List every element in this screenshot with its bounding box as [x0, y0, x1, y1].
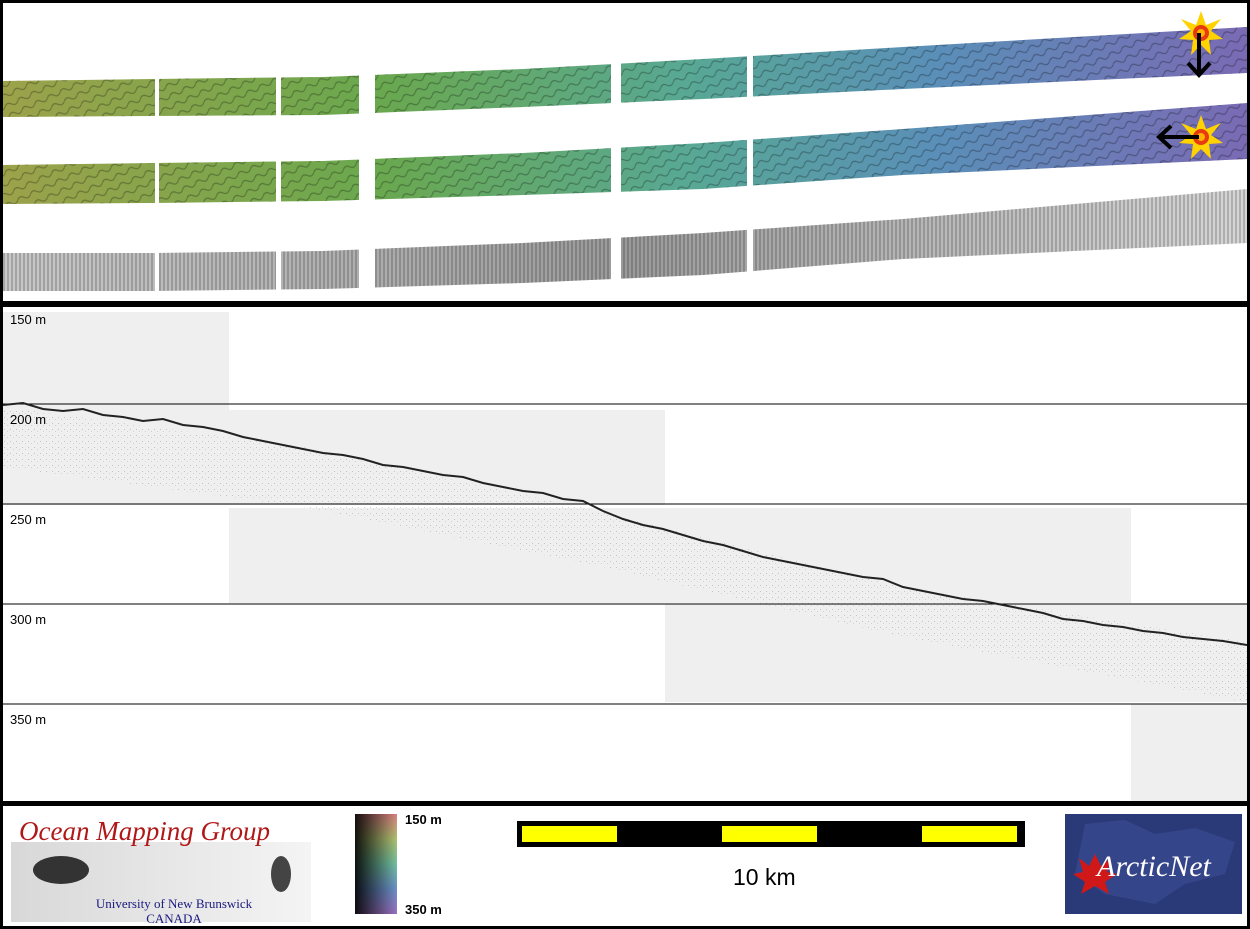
- ocean-mapping-group-logo: Ocean Mapping Group University of New Br…: [11, 812, 311, 926]
- profile-panel: 150 m 200 m 250 m 300 m 350 m: [3, 307, 1247, 801]
- omg-university: University of New Brunswick: [95, 896, 253, 911]
- swath-panel: [3, 3, 1247, 301]
- colorbar-bottom-label: 350 m: [405, 902, 442, 917]
- swath-row-backscatter: [3, 189, 1247, 301]
- footer-panel: Ocean Mapping Group University of New Br…: [3, 806, 1247, 926]
- depth-label-150: 150 m: [10, 312, 47, 327]
- profile-image: [3, 312, 1247, 801]
- seabed-trace: [3, 401, 1247, 646]
- depth-label-350: 350 m: [10, 712, 47, 727]
- depth-label-200: 200 m: [10, 412, 47, 427]
- swath-row-sun-north: [3, 27, 1247, 123]
- omg-title: Ocean Mapping Group: [19, 816, 270, 846]
- omg-country: CANADA: [146, 911, 202, 926]
- scale-label: 10 km: [733, 864, 796, 890]
- omg-subtitle: University of New Brunswick CANADA: [79, 896, 269, 926]
- depth-label-250: 250 m: [10, 512, 47, 527]
- maple-leaf-icon: [1073, 854, 1117, 894]
- arrow-left-icon: [1156, 124, 1199, 150]
- arcticnet-logo: ArcticNet: [1065, 814, 1242, 914]
- swath-image: [3, 11, 1247, 301]
- swath-row-sun-east: [3, 103, 1247, 213]
- scale-bar: [517, 821, 1025, 847]
- arcticnet-text: ArcticNet: [1097, 850, 1211, 883]
- colorbar-top-label: 150 m: [405, 812, 442, 827]
- depth-label-300: 300 m: [10, 612, 47, 627]
- arrow-down-icon: [1186, 33, 1212, 78]
- depth-colorbar: [355, 814, 397, 914]
